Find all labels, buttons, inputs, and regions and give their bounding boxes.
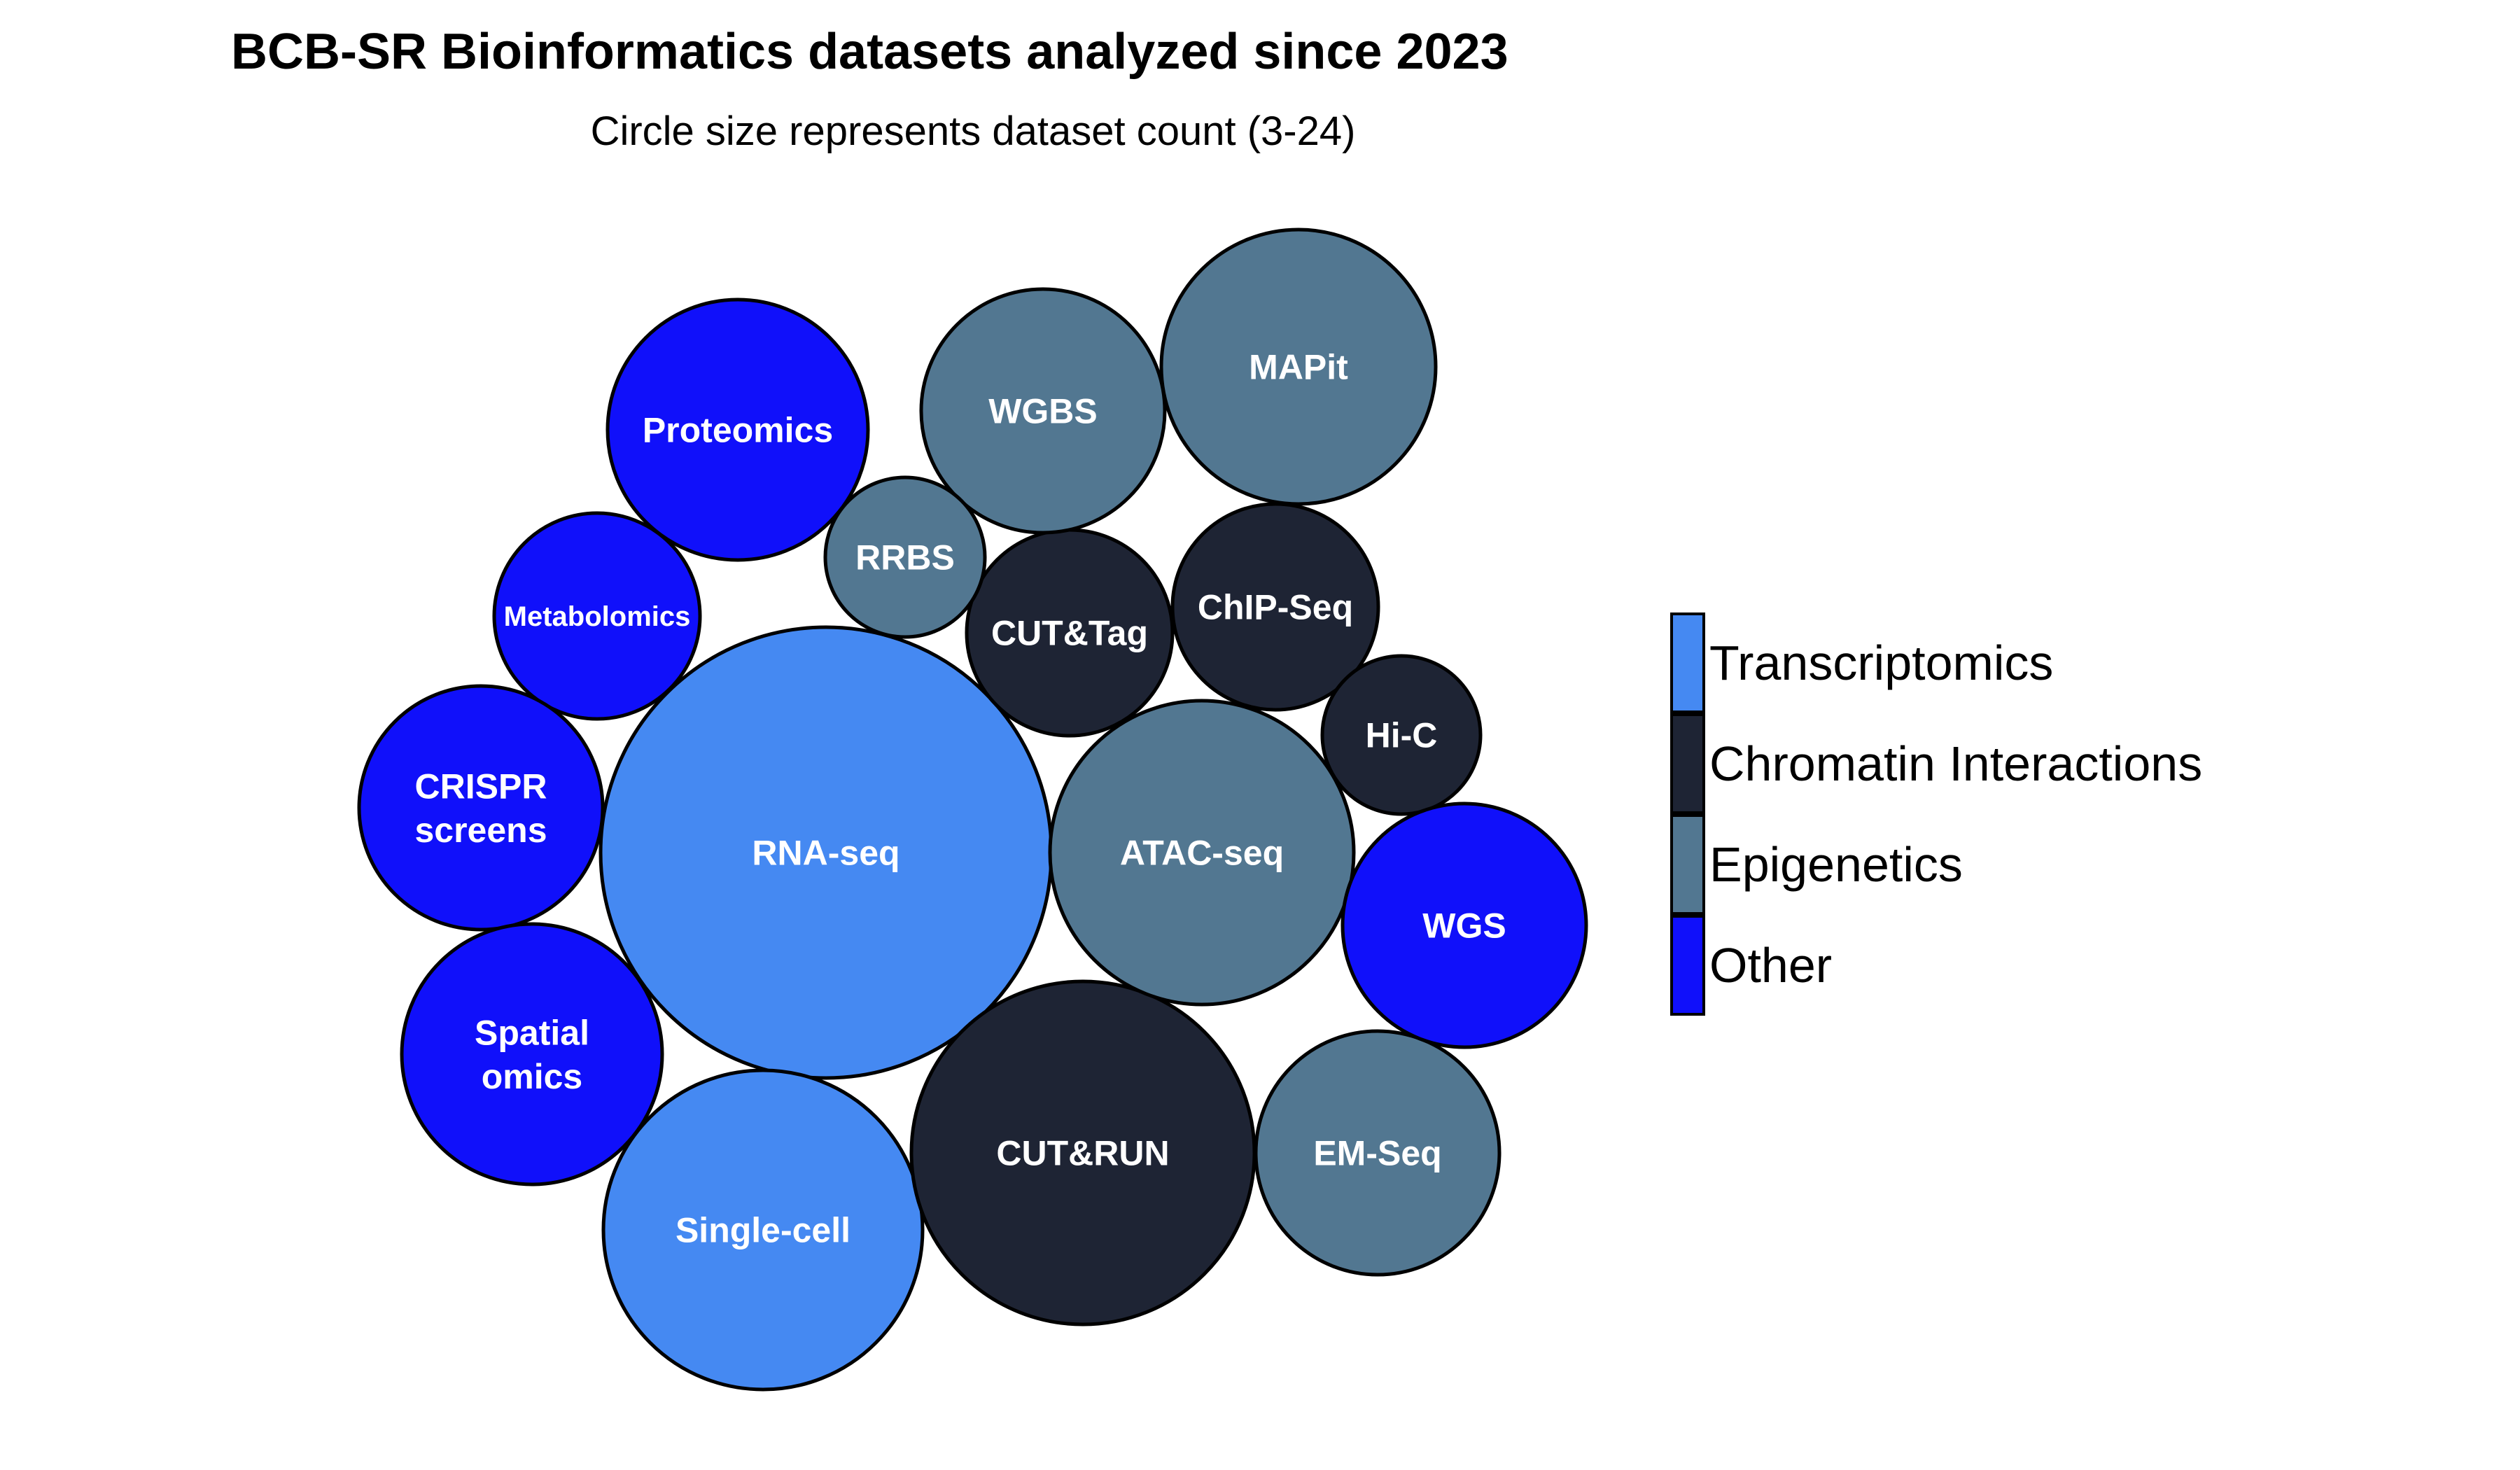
bubble-hi-c: Hi-C xyxy=(1320,654,1483,816)
chart-title: BCB-SR Bioinformatics datasets analyzed … xyxy=(231,24,1508,80)
bubble-label-spatial-omics: Spatial omics xyxy=(475,1013,589,1096)
bubble-circle-chip-seq xyxy=(1170,502,1380,712)
bubble-cut-and-tag: CUT&Tag xyxy=(965,528,1175,738)
bubble-circle-wgs xyxy=(1340,802,1588,1049)
bubble-spatial-omics: Spatial omics xyxy=(400,922,664,1186)
bubble-layer: RNA-seq Single-cell CUT&RUN CUT&Tag ChIP-Seq… xyxy=(357,227,1588,1392)
legend-label-transcriptomics: Transcriptomics xyxy=(1709,636,2053,690)
bubble-wgbs: WGBS xyxy=(919,287,1167,535)
legend-item-transcriptomics: Transcriptomics xyxy=(1670,612,2053,713)
bubble-rna-seq: RNA-seq xyxy=(598,625,1054,1080)
legend-item-chromatin-interactions: Chromatin Interactions xyxy=(1670,713,2202,814)
bubble-label-cut-and-run: CUT&RUN xyxy=(996,1134,1169,1173)
bubble-proteomics: Proteomics xyxy=(606,298,870,562)
bubble-chip-seq: ChIP-Seq xyxy=(1170,502,1380,712)
legend-swatch-chromatin-interactions xyxy=(1670,713,1705,814)
bubble-label-rna-seq: RNA-seq xyxy=(752,834,899,873)
bubble-metabolomics: Metabolomics xyxy=(492,511,702,721)
bubble-circle-em-seq xyxy=(1254,1029,1502,1277)
bubble-label-proteomics: Proteomics xyxy=(643,411,833,450)
legend-item-epigenetics: Epigenetics xyxy=(1670,814,1963,915)
bubble-cut-and-run: CUT&RUN xyxy=(909,979,1256,1326)
legend-swatch-transcriptomics xyxy=(1670,612,1705,713)
legend-label-other: Other xyxy=(1709,938,1832,993)
legend-label-chromatin-interactions: Chromatin Interactions xyxy=(1709,736,2202,791)
bubble-label-em-seq: EM-Seq xyxy=(1313,1134,1441,1173)
bubble-label-metabolomics: Metabolomics xyxy=(504,601,691,632)
bubble-single-cell: Single-cell xyxy=(601,1068,925,1392)
bubble-circle-hi-c xyxy=(1320,654,1483,816)
bubble-label-wgbs: WGBS xyxy=(988,392,1098,431)
bubble-label-single-cell: Single-cell xyxy=(676,1211,850,1250)
bubble-circle-proteomics xyxy=(606,298,870,562)
bubble-circle-metabolomics xyxy=(492,511,702,721)
bubble-label-mapit: MAPit xyxy=(1249,348,1348,387)
bubble-label-hi-c: Hi-C xyxy=(1366,716,1438,755)
bubble-crispr-screens: CRISPR screens xyxy=(357,684,605,932)
legend-swatch-other xyxy=(1670,915,1705,1016)
bubble-circle-wgbs xyxy=(919,287,1167,535)
bubble-label-cut-and-tag: CUT&Tag xyxy=(991,614,1148,653)
legend-label-epigenetics: Epigenetics xyxy=(1709,837,1963,892)
chart-subtitle: Circle size represents dataset count (3-… xyxy=(591,108,1356,154)
bubble-label-crispr-screens: CRISPR screens xyxy=(414,766,547,850)
bubble-mapit: MAPit xyxy=(1159,227,1438,506)
legend-swatch-epigenetics xyxy=(1670,814,1705,915)
bubble-label-chip-seq: ChIP-Seq xyxy=(1198,588,1353,627)
bubble-em-seq: EM-Seq xyxy=(1254,1029,1502,1277)
bubble-circle-rrbs xyxy=(823,475,987,639)
bubble-circle-atac-seq xyxy=(1048,699,1356,1007)
legend: Transcriptomics Chromatin Interactions Epi… xyxy=(1670,612,2202,1016)
bubble-label-atac-seq: ATAC-seq xyxy=(1120,834,1284,873)
bubble-circle-spatial-omics xyxy=(400,922,664,1186)
bubble-atac-seq: ATAC-seq xyxy=(1048,699,1356,1007)
bubble-circle-single-cell xyxy=(601,1068,925,1392)
bubble-circle-crispr-screens xyxy=(357,684,605,932)
bubble-label-rrbs: RRBS xyxy=(855,538,955,578)
bubble-circle-mapit xyxy=(1159,227,1438,506)
bubble-label-wgs: WGS xyxy=(1422,906,1506,946)
legend-item-other: Other xyxy=(1670,915,1832,1016)
bubble-rrbs: RRBS xyxy=(823,475,987,639)
bubble-wgs: WGS xyxy=(1340,802,1588,1049)
